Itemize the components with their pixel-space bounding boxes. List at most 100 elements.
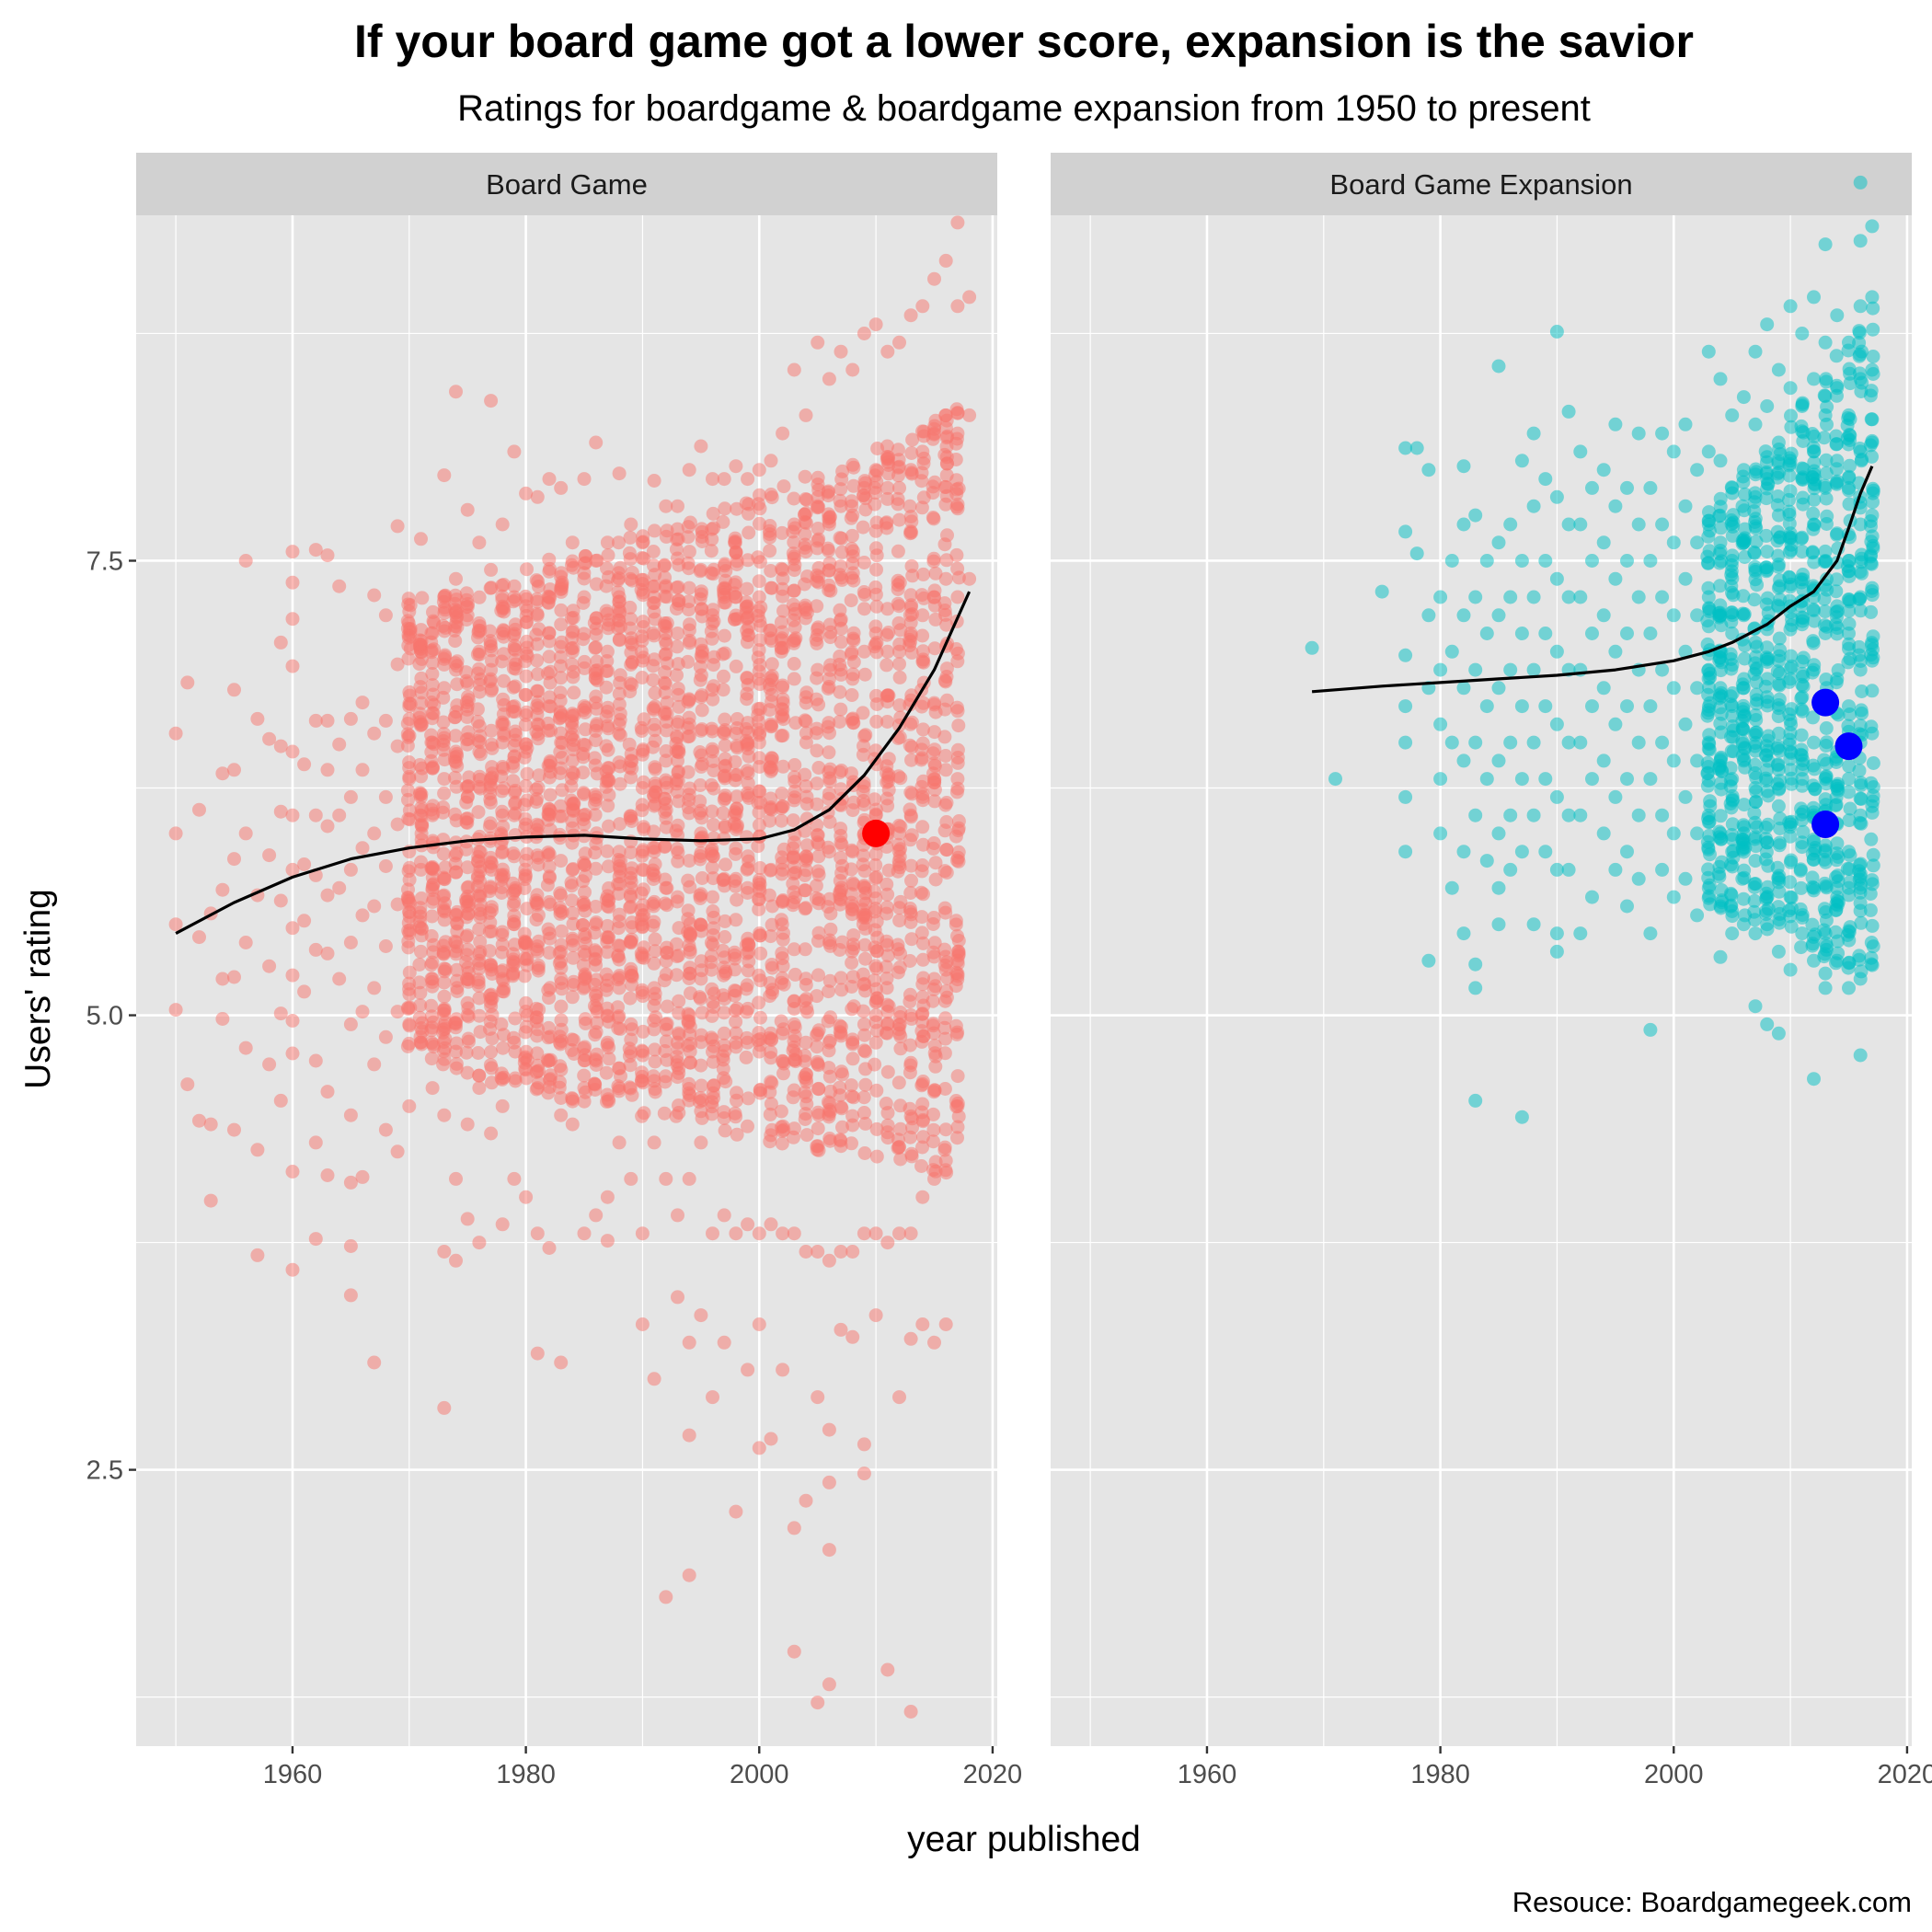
data-point — [903, 914, 918, 929]
data-point — [671, 1035, 684, 1050]
data-point — [671, 753, 684, 768]
data-point — [1748, 519, 1763, 534]
data-point — [798, 1112, 812, 1126]
data-point — [659, 637, 673, 651]
data-point — [869, 1083, 884, 1098]
data-point — [1842, 813, 1857, 828]
data-point — [600, 1035, 615, 1050]
data-point — [879, 1097, 893, 1110]
data-point — [705, 721, 719, 736]
data-point — [1806, 853, 1821, 868]
data-point — [682, 581, 696, 595]
data-point — [962, 408, 977, 422]
data-point — [285, 744, 300, 759]
data-point — [1712, 691, 1727, 706]
data-point — [1796, 434, 1811, 448]
data-point — [414, 789, 428, 804]
data-point — [752, 463, 766, 477]
data-point — [437, 975, 452, 990]
data-point — [542, 1053, 557, 1068]
data-point — [1794, 419, 1809, 433]
data-point — [1771, 799, 1786, 813]
data-point — [776, 562, 790, 577]
data-point — [741, 472, 755, 487]
data-point — [833, 897, 847, 912]
data-point — [880, 715, 894, 729]
data-point — [1771, 944, 1786, 959]
data-point — [822, 845, 836, 859]
data-point — [949, 917, 963, 932]
data-point — [506, 755, 520, 770]
data-point — [682, 854, 696, 868]
data-point — [798, 1085, 812, 1099]
data-point — [1514, 1110, 1529, 1124]
data-point — [542, 590, 557, 604]
data-point — [589, 861, 604, 876]
data-point — [611, 573, 625, 588]
data-point — [811, 926, 826, 940]
data-point — [601, 799, 615, 813]
data-point — [1701, 529, 1716, 544]
data-point — [1690, 463, 1705, 477]
data-point — [424, 696, 439, 709]
data-point — [728, 612, 742, 627]
data-point — [588, 1083, 603, 1097]
data-point — [390, 897, 405, 912]
data-point — [845, 803, 860, 818]
data-point — [506, 680, 521, 695]
facet-panel-board-game-expansion: Board Game Expansion — [1051, 153, 1912, 1746]
y-tick-label: 2.5 — [86, 1456, 123, 1486]
data-point — [507, 699, 522, 714]
source-caption: Resouce: Boardgamegeek.com — [1512, 1886, 1912, 1918]
data-point — [1503, 590, 1518, 604]
data-point — [577, 654, 592, 669]
data-point — [552, 956, 567, 971]
data-point — [1783, 829, 1798, 844]
data-point — [949, 642, 963, 656]
data-point — [880, 688, 895, 703]
data-point — [880, 1236, 895, 1250]
data-point — [1701, 862, 1716, 877]
data-point — [1433, 662, 1448, 677]
data-point — [903, 588, 918, 603]
data-point — [1864, 604, 1879, 619]
data-point — [648, 1085, 662, 1099]
data-point — [554, 735, 569, 750]
data-point — [647, 998, 661, 1013]
data-point — [857, 1106, 871, 1120]
highlight-point — [1811, 688, 1840, 717]
data-point — [904, 753, 918, 767]
data-point — [459, 592, 474, 607]
data-point — [914, 753, 928, 767]
data-point — [916, 456, 931, 471]
data-point — [576, 632, 591, 647]
data-point — [1701, 344, 1716, 359]
data-point — [414, 921, 429, 936]
data-point — [705, 1008, 719, 1023]
data-point — [1503, 862, 1518, 877]
data-point — [577, 1081, 592, 1096]
data-point — [1807, 372, 1821, 386]
data-point — [1514, 845, 1529, 859]
data-point — [903, 1705, 918, 1719]
data-point — [683, 636, 696, 650]
data-point — [880, 344, 895, 359]
data-point — [1713, 949, 1728, 964]
data-point — [695, 703, 709, 718]
data-point — [425, 667, 440, 681]
data-point — [1818, 604, 1833, 619]
data-point — [717, 1335, 731, 1350]
data-point — [751, 1033, 765, 1048]
data-point — [599, 604, 614, 618]
data-point — [1863, 903, 1878, 917]
y-tick-label: 7.5 — [86, 546, 123, 576]
data-point — [892, 1026, 906, 1041]
data-point — [636, 615, 650, 629]
data-point — [1805, 917, 1820, 932]
data-point — [1793, 863, 1808, 878]
data-point — [1655, 590, 1670, 604]
data-point — [600, 1087, 615, 1102]
data-point — [659, 744, 673, 758]
data-point — [553, 831, 568, 845]
data-point — [437, 786, 452, 800]
